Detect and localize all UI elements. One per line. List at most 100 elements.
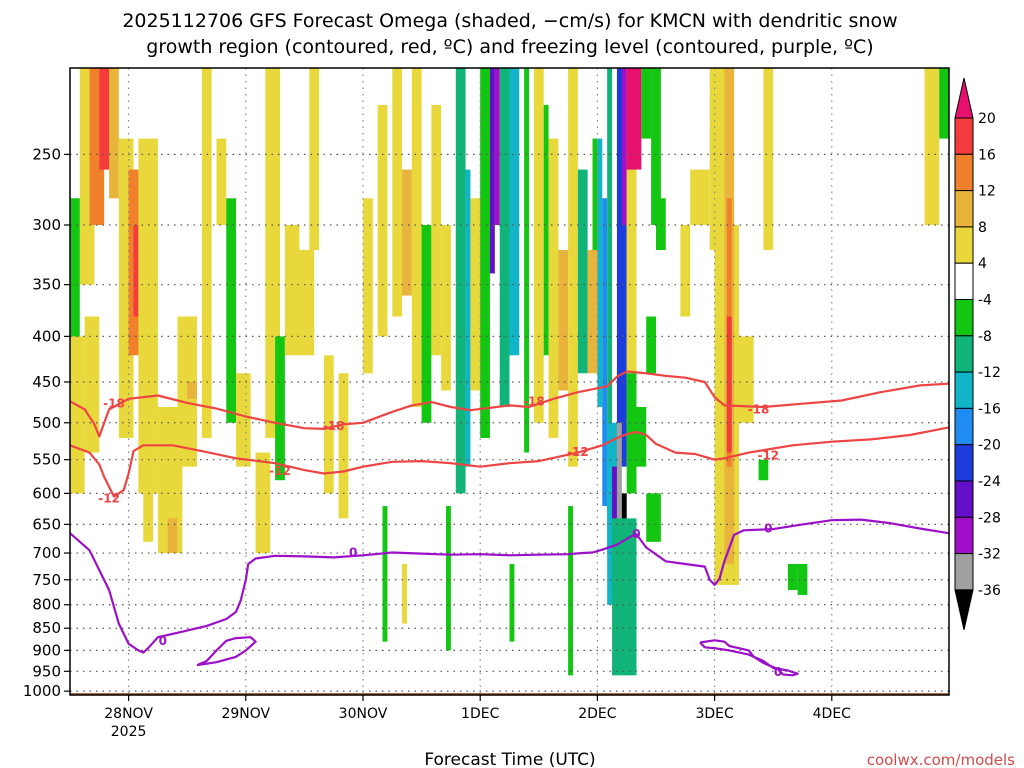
colorbar-top-arrow [954,77,974,119]
omega-cell [377,104,388,337]
omega-cell [431,104,442,356]
y-tick-label: 1000 [23,682,61,700]
omega-cell [763,68,774,250]
omega-cell [616,422,622,585]
omega-cell [568,68,578,467]
ground-fill [70,693,949,695]
colorbar-label: -36 [978,583,1001,599]
omega-cell [187,381,197,399]
omega-cell [651,68,661,225]
omega-cell [621,68,627,225]
omega-cell [167,518,178,554]
omega-cell [612,518,637,676]
x-tick-label: 28NOV [104,706,153,722]
omega-cell [641,68,652,139]
omega-cell [939,68,949,139]
omega-cell [284,224,300,356]
colorbar-segment [954,117,974,155]
omega-cell [680,224,691,317]
omega-cell [787,563,798,590]
contour-label: -18 [523,394,545,408]
x-tick-label: 4DEC [813,706,852,722]
colorbar-segment [954,480,974,518]
colorbar-label: -16 [978,401,1001,417]
omega-cell [524,68,530,453]
contour-label: 0 [349,545,357,559]
omega-cell [597,138,603,407]
credit-link[interactable]: coolwx.com/models [867,751,1015,768]
omega-cell [411,68,422,407]
colorbar-bottom-arrow [954,589,974,631]
omega-shading-layer [70,68,949,676]
y-tick-label: 500 [32,414,61,432]
omega-cell [592,138,598,250]
omega-cell [363,198,373,374]
omega-cell [577,169,588,374]
omega-cell [455,68,466,494]
x-tick-label: 29NOV [221,706,270,722]
colorbar-segment [954,226,974,264]
colorbar-label: 8 [978,220,987,236]
omega-cell [533,68,544,423]
omega-cell [109,68,119,199]
omega-cell [402,169,412,296]
colorbar-label: -32 [978,547,1001,563]
terrain-ground [70,693,949,695]
omega-cell [636,406,647,467]
colorbar-label: -24 [978,474,1001,490]
omega-cell [797,563,808,595]
y-tick-label: 450 [32,373,61,391]
contour-0-loop1 [196,636,257,667]
contour-layer: -18 -18 -18 -18 -12 -12 -12 -12 0 0 0 0 0 [70,370,949,679]
omega-cell [568,506,573,676]
omega-cell [646,316,656,374]
colorbar-segment [954,516,974,555]
omega-cell [543,104,549,356]
omega-cell [709,68,725,250]
omega-cell [494,68,500,225]
chart-title-line2: growth region (contoured, red, ºC) and f… [146,36,873,58]
omega-cell [509,68,520,356]
contour-label: 0 [159,634,167,648]
omega-cell [138,138,158,494]
omega-cell [470,198,481,391]
omega-cell [446,506,451,651]
omega-cell [323,355,334,494]
omega-cell [656,198,666,250]
contour-0-loop2 [699,639,799,677]
colorbar-label: -28 [978,510,1001,526]
omega-cell [509,563,515,642]
colorbar-segment [954,444,974,482]
omega-cell [587,249,598,374]
omega-cell [236,373,251,467]
y-tick-label: 700 [32,544,61,562]
omega-cell [382,506,388,642]
contour-label: 0 [632,527,640,541]
omega-cell [70,336,85,494]
x-tick-label: 30NOV [339,706,388,722]
colorbar-segment [954,262,974,301]
grid-lines [70,68,949,695]
omega-cell [84,316,100,453]
colorbar-label: -20 [978,438,1001,454]
omega-cell [924,68,940,225]
contour-label: -12 [757,448,779,462]
omega-cell [626,68,642,170]
omega-cell [690,169,710,225]
omega-cell [421,224,432,423]
x-tick-label: 3DEC [695,706,734,722]
colorbar-label: 4 [978,256,987,272]
y-tick-label: 600 [32,484,61,502]
colorbar-segment [954,190,974,228]
contour-label: -12 [567,445,589,459]
omega-cell [602,198,608,507]
colorbar-segment [954,153,974,192]
contour--18 [70,370,949,438]
omega-cell [226,198,237,423]
colorbar-label: 20 [978,111,996,127]
x-tick-label: 1DEC [461,706,500,722]
colorbar: 20 16 12 8 4 -4 -8 -12 -16 -20 -24 -28 -32 -36 [954,77,1001,631]
colorbar-label: 12 [978,184,996,200]
omega-cell [626,68,637,374]
